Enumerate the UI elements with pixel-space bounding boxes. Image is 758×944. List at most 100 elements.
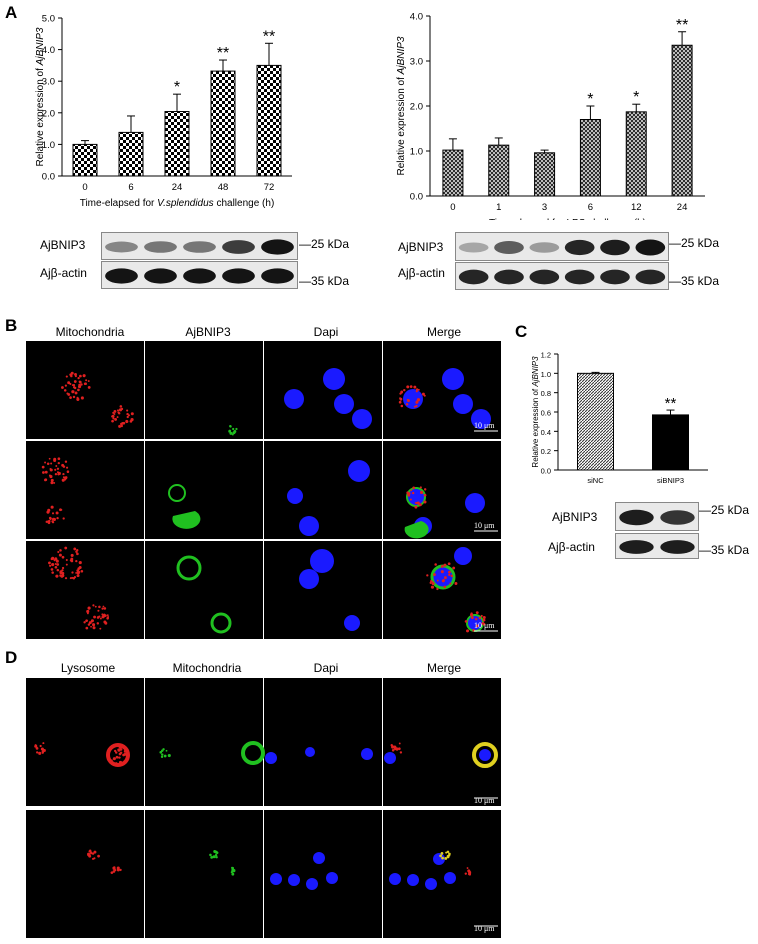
fluor-dot (97, 854, 100, 858)
fluor-dot (51, 571, 54, 574)
fluor-dot (50, 568, 54, 571)
micro-tile (383, 810, 501, 938)
blot-band (619, 540, 654, 554)
fluor-dot (478, 616, 482, 620)
nucleus (326, 872, 338, 884)
fluor-dot (441, 856, 444, 860)
fluor-dot (120, 425, 123, 428)
fluor-dot (65, 466, 69, 469)
fluor-dot (82, 374, 86, 378)
nucleus (479, 749, 491, 761)
fluor-dot (56, 568, 60, 572)
fluor-dot (93, 850, 97, 854)
nucleus (467, 615, 483, 631)
fluor-dot (86, 609, 90, 614)
fluor-dot (399, 392, 402, 395)
fluor-dot (470, 616, 474, 620)
blot-band (529, 242, 560, 253)
fluor-dot (77, 388, 80, 392)
fluor-dot (440, 564, 444, 568)
fluor-dot (78, 383, 81, 386)
fluor-dot (99, 627, 102, 630)
fluor-dot (412, 486, 416, 490)
kda-a-left-25: —25 kDa (299, 237, 350, 251)
fluor-dot (443, 585, 447, 589)
fluor-dot (62, 479, 65, 481)
fluor-dot (480, 614, 483, 617)
fluor-dot (50, 462, 53, 465)
fluor-dot (121, 421, 125, 425)
fluor-dot (431, 582, 435, 586)
fluor-dot (418, 503, 422, 507)
nucleus (287, 488, 303, 504)
y-tick-label: 2.0 (410, 102, 423, 113)
fluor-dot (475, 624, 479, 628)
fluor-dot (64, 577, 68, 580)
blot-band (261, 239, 294, 255)
fluor-dot (51, 512, 55, 515)
fluor-dot (56, 516, 59, 520)
fluor-dot (429, 581, 432, 584)
fluor-dot (213, 850, 217, 853)
micro-tile (383, 678, 501, 806)
y-tick-label: 0.0 (410, 192, 423, 203)
fluor-dot (403, 388, 406, 392)
fluor-dot (410, 489, 413, 492)
blot-band (635, 269, 666, 285)
fluor-dot (415, 501, 418, 505)
fluor-dot (43, 749, 46, 752)
fluor-dot (53, 457, 57, 461)
bar-24 (671, 44, 693, 197)
fluor-dot (119, 868, 122, 872)
fluor-dot (85, 626, 89, 630)
fluor-dot (64, 460, 68, 463)
chart-vsplendidus: 0.0 1.0 2.0 3.0 4.0 5.0 Relative expression of… (35, 14, 292, 209)
significance-mark: * (633, 89, 639, 106)
blot-a-right-actin (455, 262, 669, 290)
y-tick-label: 4.0 (42, 45, 55, 56)
micro-tile (145, 541, 263, 639)
blot-band (183, 268, 216, 284)
fluor-ring (472, 742, 498, 768)
fluor-dot (62, 465, 66, 468)
x-tick-label: 72 (264, 182, 275, 193)
fluor-dot (445, 851, 448, 854)
fluor-dot (93, 615, 96, 619)
fluor-dot (56, 471, 59, 474)
fluor-dot (89, 851, 93, 854)
fluor-dot (85, 379, 88, 382)
micro-tile (264, 441, 382, 539)
blot-band (564, 269, 595, 285)
blot-band (144, 241, 177, 253)
fluor-dot (73, 380, 77, 383)
fluor-dot (87, 853, 90, 857)
fluor-dot (51, 517, 55, 521)
fluor-dot (73, 576, 77, 579)
blot-band (660, 510, 695, 525)
fluor-dot (88, 621, 92, 625)
panel-label-d: D (5, 648, 18, 667)
nucleus (454, 547, 472, 565)
fluor-dot (436, 587, 439, 591)
fluor-dot (35, 751, 39, 754)
fluor-dot (409, 498, 412, 501)
fluor-ring (168, 484, 186, 502)
fluor-dot (93, 857, 96, 860)
fluor-dot (450, 574, 454, 578)
fluor-dot (117, 748, 121, 752)
fluor-dot (61, 571, 65, 575)
fluor-dot (47, 521, 51, 525)
fluor-dot (416, 501, 420, 505)
fluor-dot (55, 559, 59, 563)
significance-mark: ** (263, 28, 275, 45)
nucleus (265, 752, 277, 764)
fluor-dot (421, 392, 425, 396)
fluor-dot (103, 607, 107, 610)
fluor-dot (46, 520, 49, 523)
fluor-dot (54, 565, 58, 569)
significance-mark: ** (665, 395, 677, 412)
y-tick-label: 0.0 (42, 172, 55, 183)
fluor-dot (426, 574, 429, 577)
blot-c-label-bnip3: AjBNIP3 (552, 510, 598, 524)
fluor-dot (398, 742, 401, 745)
